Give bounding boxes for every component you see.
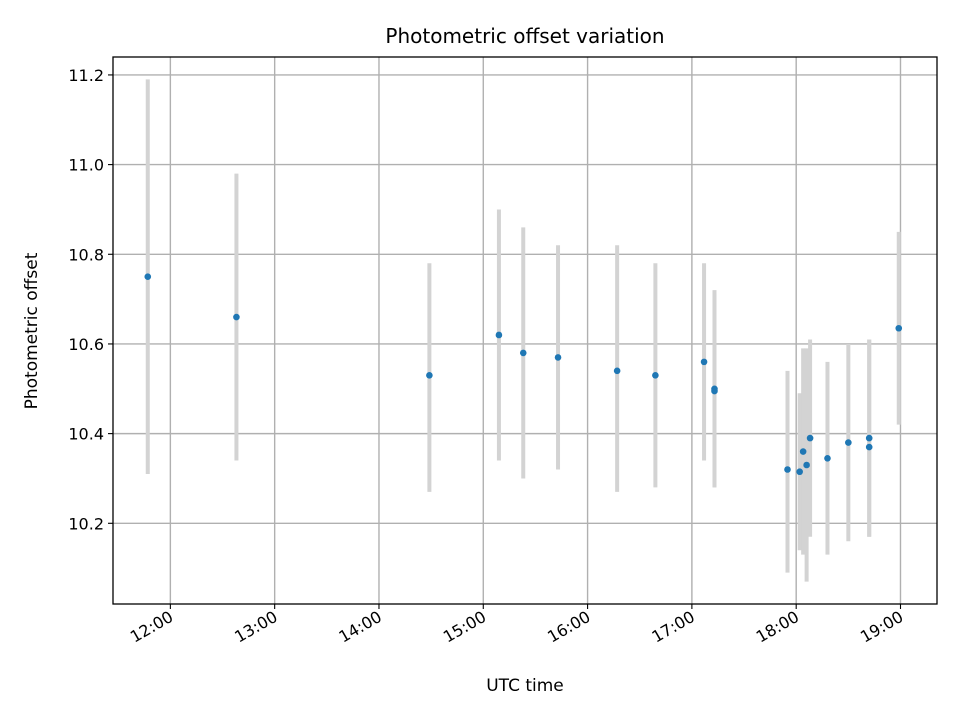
y-tick-label: 10.6 [68,335,104,354]
data-point [652,372,659,379]
data-point [711,387,718,395]
data-point [799,448,807,455]
data-point [613,367,621,375]
x-axis-label: UTC time [486,676,564,696]
data-point [426,372,433,379]
y-tick-label: 10.8 [68,245,104,264]
data-point [803,461,810,469]
data-point [895,324,903,332]
data-point [554,354,562,361]
y-tick-label: 10.4 [68,425,104,444]
data-point [144,273,152,280]
y-tick-label: 11.2 [68,66,104,85]
data-point [519,349,527,357]
axes-frame [112,56,938,605]
data-point [824,454,831,462]
data-point [865,443,873,451]
data-point [806,434,814,442]
chart-title: Photometric offset variation [385,24,664,48]
data-point [784,466,791,473]
data-point [796,468,803,476]
data-point [865,434,873,442]
data-point [495,331,503,339]
data-point [700,358,708,366]
data-point [233,313,240,321]
y-axis-label: Photometric offset [22,252,42,409]
y-tick-label: 11.0 [68,156,104,175]
data-point [845,439,852,446]
data-points [144,273,903,476]
y-tick-label: 10.2 [68,514,104,533]
